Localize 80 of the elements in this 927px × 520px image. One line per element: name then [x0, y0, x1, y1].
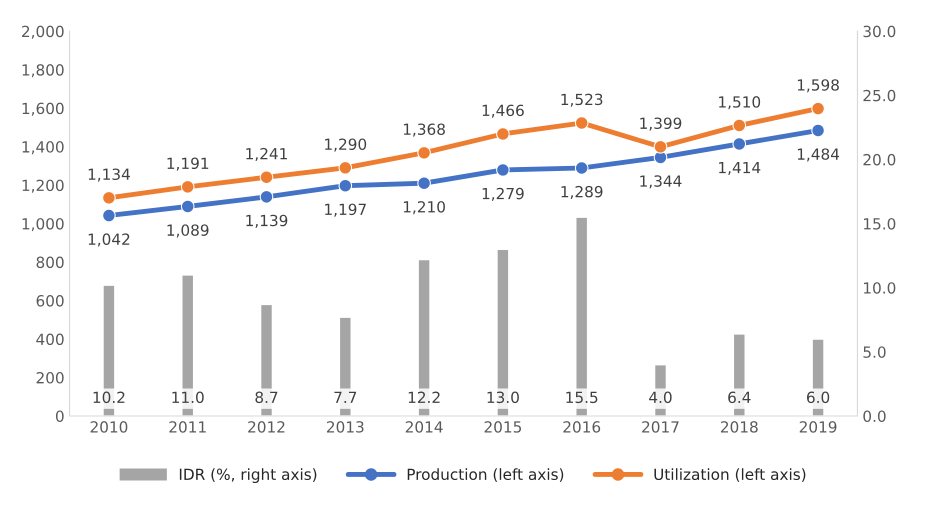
data-label: 1,042: [88, 233, 130, 247]
x-tick-label: 2017: [642, 421, 679, 433]
legend-label: IDR (%, right axis): [180, 468, 316, 484]
point: [338, 178, 352, 192]
y-tick-label: 800: [36, 256, 64, 268]
x-tick-label: 2011: [169, 421, 206, 433]
point: [180, 200, 194, 214]
data-label: 1,484: [798, 148, 840, 162]
data-label: 1,344: [640, 175, 682, 188]
y2-tick-label: 25.0: [863, 90, 896, 102]
point: [102, 208, 116, 222]
y2-tick-label: 0.0: [863, 410, 886, 422]
y-tick-label: 2,000: [22, 26, 64, 39]
x-tick-label: 2016: [563, 421, 600, 433]
point: [574, 161, 588, 175]
data-label: 1,289: [562, 186, 602, 199]
data-label: 6.4: [728, 392, 751, 404]
data-label: 15.5: [566, 392, 598, 404]
data-label: 1,598: [798, 79, 839, 92]
y-tick-label: 200: [36, 372, 64, 384]
data-label: 6.0: [806, 392, 830, 404]
point: [496, 127, 510, 141]
legend-label: Production (left axis): [408, 468, 564, 482]
data-label: 1,523: [562, 94, 602, 107]
data-label: 10.2: [94, 392, 124, 404]
data-label: 1,197: [325, 204, 366, 217]
x-tick-label: 2015: [484, 421, 522, 433]
point: [260, 170, 274, 184]
x-tick-label: 2019: [800, 421, 836, 433]
data-label: 1,134: [88, 168, 130, 182]
data-label: 1,466: [482, 104, 524, 118]
point: [417, 176, 431, 190]
point: [102, 191, 116, 205]
y-tick-label: 1,200: [22, 180, 64, 193]
data-label: 1,368: [404, 123, 445, 137]
y-tick-label: 0: [56, 410, 64, 422]
y-tick-label: 1,000: [22, 218, 64, 232]
data-label: 1,210: [404, 201, 445, 214]
data-label: 1,191: [168, 158, 208, 171]
data-label: 1,241: [246, 148, 287, 161]
x-tick-label: 2012: [248, 421, 284, 433]
x-tick-label: 2018: [720, 421, 758, 433]
y2-tick-label: 30.0: [864, 26, 896, 38]
y-tick-label: 600: [36, 295, 64, 307]
data-label: 7.7: [334, 392, 356, 403]
point: [417, 146, 431, 160]
y2-tick-label: 20.0: [863, 154, 896, 166]
data-label: 13.0: [488, 392, 519, 404]
point: [732, 137, 746, 151]
point: [732, 118, 746, 132]
data-label: 1,139: [246, 214, 288, 228]
x-tick-label: 2013: [326, 421, 364, 433]
data-label: 1,510: [719, 96, 760, 110]
point: [574, 116, 588, 130]
data-label: 1,399: [640, 117, 682, 131]
y-tick-label: 1,600: [22, 102, 64, 116]
data-label: 4.0: [649, 392, 672, 404]
x-tick-label: 2014: [406, 421, 443, 433]
data-label: 1,089: [168, 224, 209, 238]
y-tick-label: 1,800: [22, 64, 64, 78]
data-label: 1,279: [482, 188, 524, 201]
y2-tick-label: 5.0: [864, 346, 886, 358]
legend-label: Utilization (left axis): [654, 468, 806, 482]
data-label: 8.7: [255, 392, 278, 404]
data-label: 11.0: [172, 392, 204, 404]
point: [260, 190, 274, 204]
x-tick-label: 2010: [90, 421, 128, 433]
data-label: 1,414: [719, 162, 760, 175]
point: [338, 161, 352, 175]
point: [180, 180, 194, 194]
data-label: 12.2: [408, 392, 440, 403]
point: [811, 124, 825, 138]
point: [496, 163, 510, 177]
point: [811, 102, 825, 116]
data-label: 1,290: [325, 138, 366, 152]
y2-tick-label: 15.0: [864, 218, 896, 230]
y2-tick-label: 10.0: [864, 282, 896, 294]
y-tick-label: 1,400: [22, 141, 64, 154]
y-tick-label: 400: [36, 334, 64, 346]
point: [654, 140, 668, 154]
